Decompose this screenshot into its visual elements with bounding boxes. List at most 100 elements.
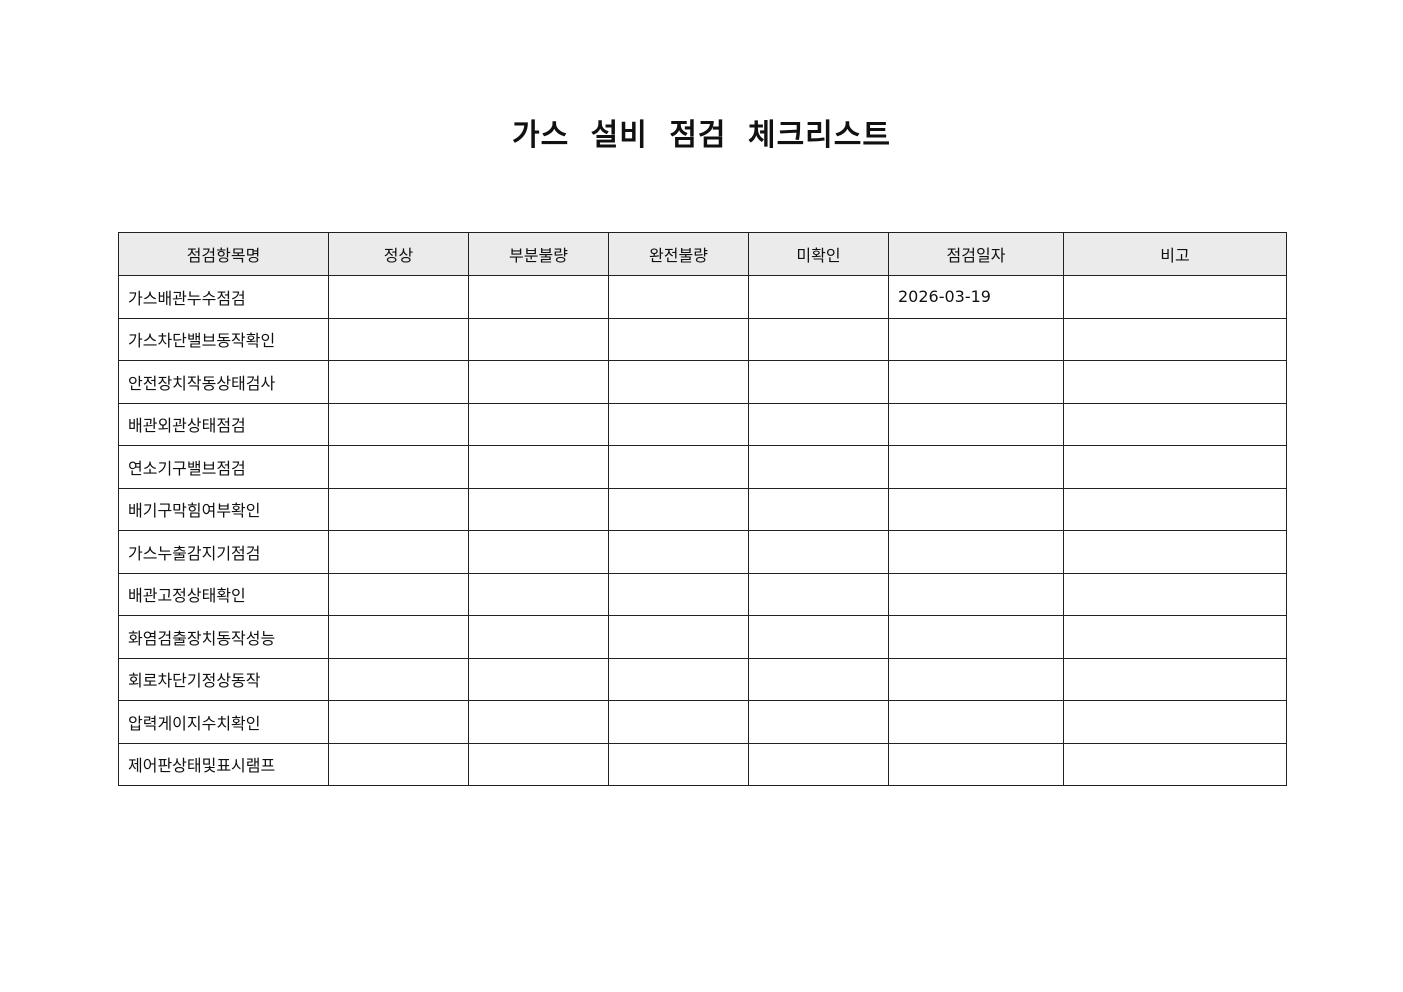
cell-partial-defect[interactable]: [468, 402, 609, 446]
cell-remarks[interactable]: [1063, 402, 1287, 446]
cell-inspection-date[interactable]: [888, 360, 1064, 404]
cell-unconfirmed[interactable]: [748, 445, 889, 489]
cell-partial-defect[interactable]: [468, 445, 609, 489]
cell-inspection-date[interactable]: [888, 657, 1064, 701]
cell-normal[interactable]: [328, 572, 469, 616]
cell-normal[interactable]: [328, 615, 469, 659]
cell-partial-defect[interactable]: [468, 360, 609, 404]
cell-item-name: 가스차단밸브동작확인: [118, 317, 329, 361]
cell-total-defect[interactable]: [608, 657, 749, 701]
cell-inspection-date[interactable]: [888, 317, 1064, 361]
cell-unconfirmed[interactable]: [748, 487, 889, 531]
table-row: 배기구막힘여부확인: [118, 487, 1287, 531]
cell-inspection-date[interactable]: [888, 445, 1064, 489]
cell-unconfirmed[interactable]: [748, 275, 889, 319]
cell-total-defect[interactable]: [608, 530, 749, 574]
cell-unconfirmed[interactable]: [748, 360, 889, 404]
cell-item-name: 배기구막힘여부확인: [118, 487, 329, 531]
cell-unconfirmed[interactable]: [748, 742, 889, 786]
cell-item-name: 가스배관누수점검: [118, 275, 329, 319]
cell-unconfirmed[interactable]: [748, 530, 889, 574]
cell-remarks[interactable]: [1063, 317, 1287, 361]
cell-remarks[interactable]: [1063, 742, 1287, 786]
cell-unconfirmed[interactable]: [748, 317, 889, 361]
cell-unconfirmed[interactable]: [748, 402, 889, 446]
cell-item-name: 제어판상태및표시램프: [118, 742, 329, 786]
table-row: 가스누출감지기점검: [118, 530, 1287, 574]
cell-total-defect[interactable]: [608, 615, 749, 659]
column-header-inspection-date: 점검일자: [888, 232, 1064, 276]
cell-normal[interactable]: [328, 742, 469, 786]
cell-remarks[interactable]: [1063, 360, 1287, 404]
cell-normal[interactable]: [328, 360, 469, 404]
cell-remarks[interactable]: [1063, 657, 1287, 701]
cell-inspection-date[interactable]: [888, 742, 1064, 786]
cell-partial-defect[interactable]: [468, 700, 609, 744]
cell-partial-defect[interactable]: [468, 572, 609, 616]
cell-normal[interactable]: [328, 657, 469, 701]
cell-total-defect[interactable]: [608, 742, 749, 786]
cell-remarks[interactable]: [1063, 615, 1287, 659]
cell-total-defect[interactable]: [608, 572, 749, 616]
cell-normal[interactable]: [328, 275, 469, 319]
cell-remarks[interactable]: [1063, 445, 1287, 489]
table-row: 배관외관상태점검: [118, 402, 1287, 446]
cell-inspection-date[interactable]: [888, 530, 1064, 574]
cell-total-defect[interactable]: [608, 275, 749, 319]
cell-inspection-date[interactable]: [888, 700, 1064, 744]
cell-item-name: 배관고정상태확인: [118, 572, 329, 616]
cell-total-defect[interactable]: [608, 445, 749, 489]
cell-inspection-date[interactable]: [888, 487, 1064, 531]
cell-item-name: 화염검출장치동작성능: [118, 615, 329, 659]
cell-total-defect[interactable]: [608, 487, 749, 531]
cell-total-defect[interactable]: [608, 360, 749, 404]
cell-remarks[interactable]: [1063, 530, 1287, 574]
cell-partial-defect[interactable]: [468, 530, 609, 574]
cell-normal[interactable]: [328, 402, 469, 446]
cell-unconfirmed[interactable]: [748, 615, 889, 659]
cell-normal[interactable]: [328, 700, 469, 744]
cell-inspection-date[interactable]: [888, 402, 1064, 446]
cell-normal[interactable]: [328, 530, 469, 574]
table-row: 회로차단기정상동작: [118, 657, 1287, 701]
cell-inspection-date[interactable]: 2026-03-19: [888, 275, 1064, 319]
cell-normal[interactable]: [328, 445, 469, 489]
cell-partial-defect[interactable]: [468, 742, 609, 786]
column-header-partial-defect: 부분불량: [468, 232, 609, 276]
column-header-item-name: 점검항목명: [118, 232, 329, 276]
cell-item-name: 연소기구밸브점검: [118, 445, 329, 489]
cell-unconfirmed[interactable]: [748, 572, 889, 616]
cell-remarks[interactable]: [1063, 572, 1287, 616]
column-header-total-defect: 완전불량: [608, 232, 749, 276]
column-header-remarks: 비고: [1063, 232, 1287, 276]
cell-partial-defect[interactable]: [468, 317, 609, 361]
table-row: 압력게이지수치확인: [118, 700, 1287, 744]
cell-inspection-date[interactable]: [888, 572, 1064, 616]
cell-item-name: 배관외관상태점검: [118, 402, 329, 446]
cell-item-name: 안전장치작동상태검사: [118, 360, 329, 404]
cell-item-name: 회로차단기정상동작: [118, 657, 329, 701]
cell-item-name: 가스누출감지기점검: [118, 530, 329, 574]
cell-remarks[interactable]: [1063, 487, 1287, 531]
cell-normal[interactable]: [328, 317, 469, 361]
cell-remarks[interactable]: [1063, 275, 1287, 319]
page-title: 가스 설비 점검 체크리스트: [512, 118, 891, 153]
cell-partial-defect[interactable]: [468, 615, 609, 659]
checklist-table: 점검항목명 정상 부분불량 완전불량 미확인 점검일자 비고 가스배관누수점검 2026-03…: [118, 232, 1287, 786]
cell-inspection-date[interactable]: [888, 615, 1064, 659]
table-row: 배관고정상태확인: [118, 572, 1287, 616]
cell-partial-defect[interactable]: [468, 487, 609, 531]
table-row: 안전장치작동상태검사: [118, 360, 1287, 404]
cell-total-defect[interactable]: [608, 402, 749, 446]
cell-normal[interactable]: [328, 487, 469, 531]
table-row: 가스차단밸브동작확인: [118, 317, 1287, 361]
cell-partial-defect[interactable]: [468, 657, 609, 701]
cell-total-defect[interactable]: [608, 317, 749, 361]
table-row: 연소기구밸브점검: [118, 445, 1287, 489]
cell-unconfirmed[interactable]: [748, 700, 889, 744]
cell-remarks[interactable]: [1063, 700, 1287, 744]
cell-total-defect[interactable]: [608, 700, 749, 744]
cell-partial-defect[interactable]: [468, 275, 609, 319]
table-row: 제어판상태및표시램프: [118, 742, 1287, 786]
cell-unconfirmed[interactable]: [748, 657, 889, 701]
